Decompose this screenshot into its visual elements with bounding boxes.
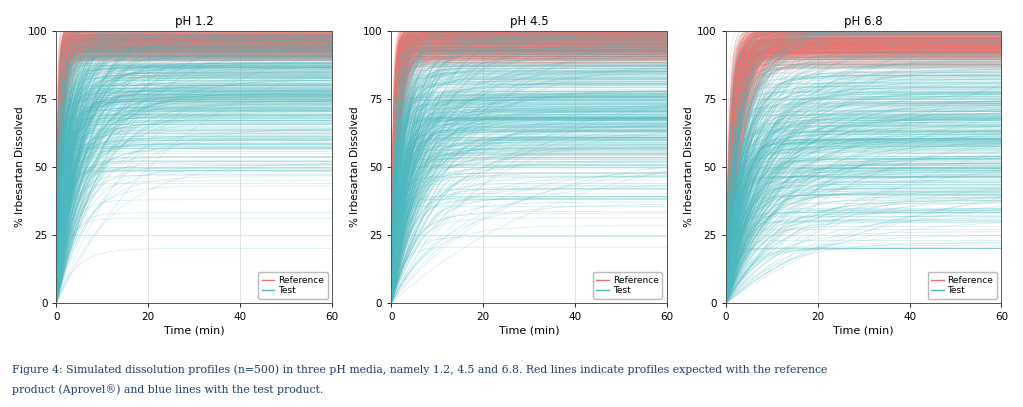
Y-axis label: % Irbesartan Dissolved: % Irbesartan Dissolved xyxy=(684,107,695,227)
Y-axis label: % Irbesartan Dissolved: % Irbesartan Dissolved xyxy=(15,107,25,227)
Text: Figure 4: Simulated dissolution profiles (n=500) in three pH media, namely 1.2, : Figure 4: Simulated dissolution profiles… xyxy=(12,364,828,375)
X-axis label: Time (min): Time (min) xyxy=(498,325,560,335)
Text: product (Aprovel®) and blue lines with the test product.: product (Aprovel®) and blue lines with t… xyxy=(12,385,323,395)
Legend: Reference, Test: Reference, Test xyxy=(593,272,662,299)
Y-axis label: % Irbesartan Dissolved: % Irbesartan Dissolved xyxy=(350,107,360,227)
Title: pH 6.8: pH 6.8 xyxy=(844,15,883,28)
Legend: Reference, Test: Reference, Test xyxy=(258,272,327,299)
Title: pH 4.5: pH 4.5 xyxy=(509,15,548,28)
X-axis label: Time (min): Time (min) xyxy=(164,325,224,335)
X-axis label: Time (min): Time (min) xyxy=(834,325,894,335)
Legend: Reference, Test: Reference, Test xyxy=(928,272,997,299)
Title: pH 1.2: pH 1.2 xyxy=(175,15,214,28)
